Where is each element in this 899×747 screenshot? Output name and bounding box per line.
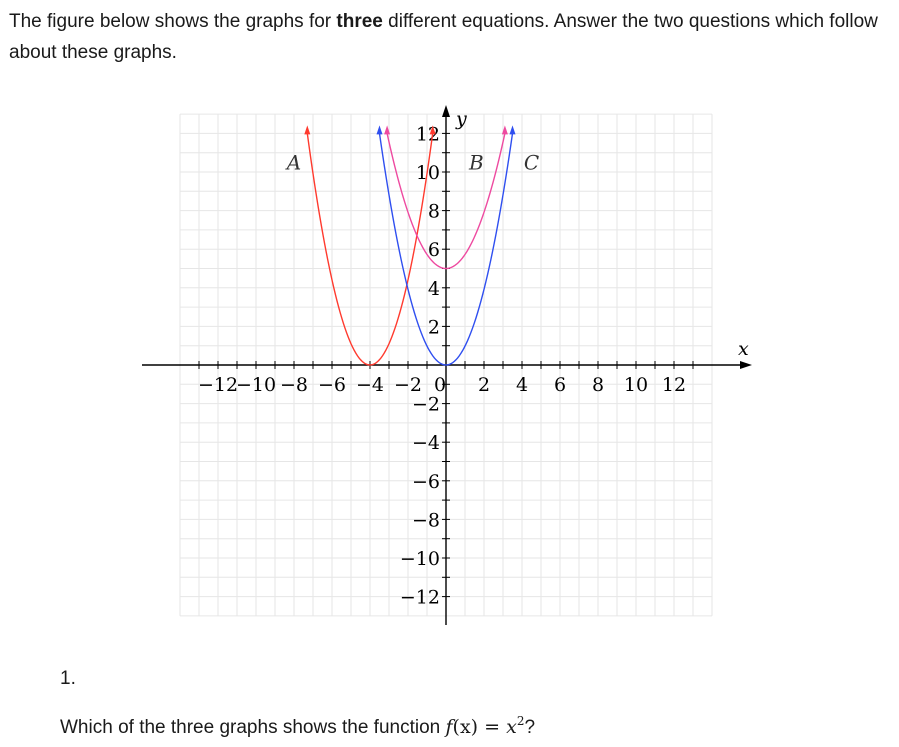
- y-tick-label: −8: [412, 509, 440, 531]
- function-exponent: 2: [516, 714, 525, 728]
- y-tick-label: 10: [416, 162, 440, 184]
- curve-c: [378, 133, 514, 366]
- curve-label-a: A: [285, 150, 301, 174]
- y-tick-label: 12: [416, 123, 440, 145]
- x-axis-label: x: [738, 338, 749, 360]
- y-tick-label: 6: [428, 239, 440, 261]
- y-tick-label: −4: [412, 432, 440, 454]
- y-tick-label: −12: [400, 587, 440, 609]
- function-base: x: [506, 716, 517, 738]
- x-tick-label: −10: [236, 374, 276, 396]
- intro-text: The figure below shows the graphs for th…: [9, 6, 889, 68]
- y-tick-label: −10: [400, 548, 440, 570]
- x-tick-label: 0: [434, 374, 446, 396]
- y-tick-label: 2: [428, 316, 440, 338]
- curve-b-arrowhead: [384, 125, 391, 135]
- function-expression: f(x) = x2: [445, 714, 525, 738]
- curve-label-b: B: [468, 150, 484, 174]
- curve-b-arrowhead: [501, 125, 508, 135]
- x-tick-label: −4: [356, 374, 384, 396]
- question-mark: ?: [524, 717, 536, 738]
- x-tick-label: −12: [198, 374, 238, 396]
- x-tick-label: 6: [554, 374, 566, 396]
- graph-figure: −12 −10 −8 −6 −4 −2 0 2 4 6 8 10 12 12 10 8 6 4 2 −2 −4 −6 −8−…: [140, 95, 760, 640]
- equals-sign: =: [478, 716, 507, 738]
- y-tick-label: −6: [412, 471, 440, 493]
- x-tick-label: −6: [318, 374, 346, 396]
- function-name: f: [445, 716, 453, 738]
- curve-a: [306, 133, 434, 366]
- coordinate-plane: −12−10 −8 −6 −4 −2 0 2 4 6 8 10 1212108642−2−4−6−8−…: [142, 105, 752, 625]
- curve-a-arrowhead: [429, 125, 436, 135]
- y-tick-label: 8: [428, 201, 440, 223]
- question-number: 1.: [60, 668, 76, 689]
- x-tick-label: 8: [592, 374, 604, 396]
- x-tick-label: 12: [662, 374, 686, 396]
- curve-label-c: C: [524, 150, 539, 174]
- x-tick-label: 4: [516, 374, 528, 396]
- intro-bold-word: three: [336, 11, 383, 32]
- x-axis-arrowhead: [740, 361, 752, 369]
- y-axis-arrowhead: [442, 105, 450, 117]
- question-prompt: Which of the three graphs shows the func…: [60, 717, 446, 738]
- x-tick-label: 2: [478, 374, 490, 396]
- intro-part2: different equations. Answer the two ques…: [9, 11, 878, 63]
- y-tick-label: 4: [428, 278, 440, 300]
- x-tick-label: −2: [394, 374, 422, 396]
- y-tick-label: −2: [412, 394, 440, 416]
- y-axis-label: y: [455, 108, 467, 130]
- x-tick-label: 10: [624, 374, 648, 396]
- x-tick-label: −8: [280, 374, 308, 396]
- curve-b: [386, 133, 506, 270]
- intro-part1: The figure below shows the graphs for: [9, 11, 337, 32]
- curve-c-arrowhead: [509, 125, 516, 135]
- curve-c-arrowhead: [376, 125, 383, 135]
- curve-a-arrowhead: [304, 125, 311, 135]
- function-argument: (x): [452, 716, 479, 738]
- question-text: Which of the three graphs shows the func…: [60, 714, 535, 739]
